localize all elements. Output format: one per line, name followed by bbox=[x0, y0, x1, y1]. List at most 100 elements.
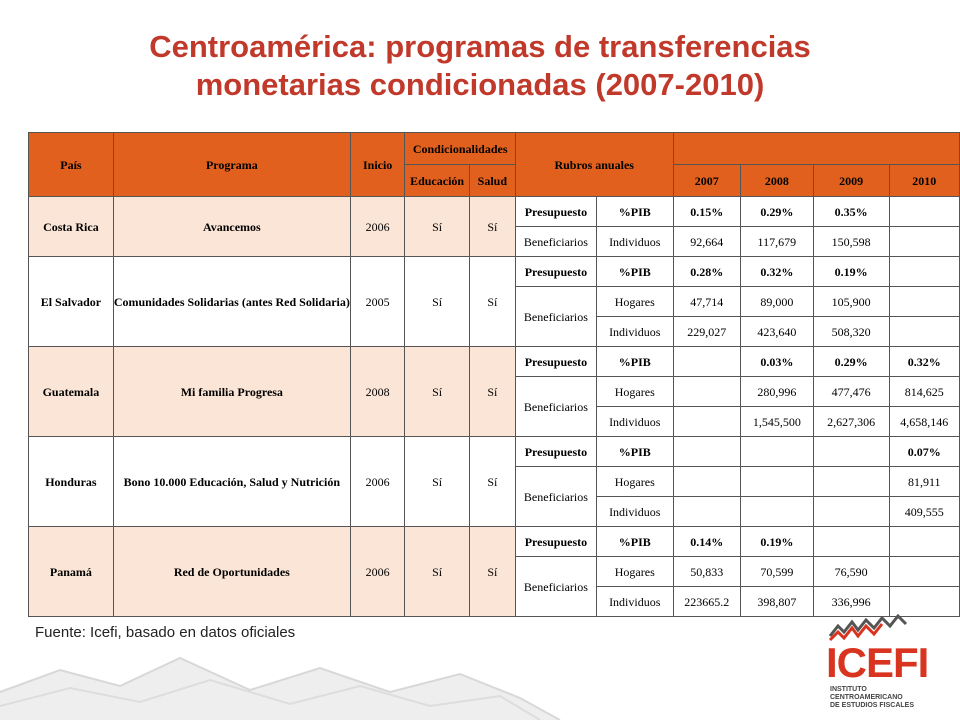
program-name: Bono 10.000 Educación, Salud y Nutrición bbox=[112, 436, 351, 527]
header-2010: 2010 bbox=[888, 164, 960, 197]
start-year: 2005 bbox=[349, 256, 406, 347]
beneficiaries-value: 50,833 bbox=[672, 556, 741, 587]
beneficiaries-unit: Hogares bbox=[595, 556, 674, 587]
source-note: Fuente: Icefi, basado en datos oficiales bbox=[35, 624, 296, 641]
beneficiaries-value: 150,598 bbox=[812, 226, 890, 257]
header-rubros: Rubros anuales bbox=[514, 132, 674, 197]
educacion-flag: Sí bbox=[404, 196, 470, 257]
table-row: Individuos 409,555 bbox=[29, 496, 960, 527]
beneficiaries-value: 47,714 bbox=[672, 286, 741, 317]
program-name: Red de Oportunidades bbox=[112, 526, 351, 617]
budget-value bbox=[739, 436, 814, 467]
header-2007: 2007 bbox=[672, 164, 741, 197]
country-name: Costa Rica bbox=[28, 196, 114, 257]
beneficiaries-value: 280,996 bbox=[739, 376, 814, 407]
budget-value: 0.03% bbox=[739, 346, 814, 377]
beneficiaries-value: 508,320 bbox=[812, 316, 890, 347]
salud-flag: Sí bbox=[468, 196, 516, 257]
educacion-flag: Sí bbox=[404, 436, 470, 527]
salud-flag: Sí bbox=[468, 436, 516, 527]
country-name: Honduras bbox=[28, 436, 114, 527]
program-name: Comunidades Solidarias (antes Red Solida… bbox=[112, 256, 351, 347]
beneficiaries-value: 1,545,500 bbox=[739, 406, 814, 437]
budget-label: Presupuesto bbox=[514, 196, 597, 227]
beneficiaries-value bbox=[888, 586, 960, 617]
header-row: País Programa Inicio Condicionalidades Rubro… bbox=[28, 132, 960, 197]
beneficiaries-unit: Individuos bbox=[595, 586, 674, 617]
beneficiaries-value: 92,664 bbox=[672, 226, 741, 257]
program-name: Mi familia Progresa bbox=[112, 346, 351, 437]
beneficiaries-value bbox=[888, 286, 960, 317]
beneficiaries-value: 223665.2 bbox=[672, 586, 741, 617]
start-year: 2006 bbox=[349, 196, 406, 257]
budget-value: 0.29% bbox=[812, 346, 890, 377]
table-row: Beneficiarios Hogares 50,833 70,599 76,590 bbox=[29, 556, 960, 617]
educacion-flag: Sí bbox=[404, 346, 470, 437]
beneficiaries-value bbox=[812, 496, 890, 527]
table-row: Beneficiarios Hogares 280,996 477,476 814,62… bbox=[29, 376, 960, 437]
start-year: 2006 bbox=[349, 436, 406, 527]
budget-value: 0.14% bbox=[672, 526, 741, 557]
header-years-group bbox=[672, 132, 960, 165]
beneficiaries-value: 409,555 bbox=[888, 496, 960, 527]
budget-value: 0.29% bbox=[739, 196, 814, 227]
beneficiaries-value: 76,590 bbox=[812, 556, 890, 587]
salud-flag: Sí bbox=[468, 346, 516, 437]
beneficiaries-value: 2,627,306 bbox=[812, 406, 890, 437]
beneficiaries-value: 423,640 bbox=[739, 316, 814, 347]
country-name: Panamá bbox=[28, 526, 114, 617]
start-year: 2008 bbox=[349, 346, 406, 437]
beneficiaries-value: 477,476 bbox=[812, 376, 890, 407]
table-body: País Programa Inicio Condicionalidades Rubro… bbox=[28, 132, 960, 617]
beneficiaries-label: Beneficiarios bbox=[514, 466, 597, 527]
beneficiaries-value bbox=[672, 466, 741, 497]
budget-unit: %PIB bbox=[595, 436, 674, 467]
header-programa: Programa bbox=[112, 132, 351, 197]
beneficiaries-value bbox=[888, 556, 960, 587]
title-line-1: Centroamérica: programas de transferenci… bbox=[149, 29, 811, 64]
table-row: Panamá Red de Oportunidades 2006 Sí Sí Presup… bbox=[28, 526, 960, 617]
beneficiaries-value: 336,996 bbox=[812, 586, 890, 617]
country-name: El Salvador bbox=[28, 256, 114, 347]
educacion-flag: Sí bbox=[404, 526, 470, 617]
header-2008: 2008 bbox=[739, 164, 814, 197]
country-name: Guatemala bbox=[28, 346, 114, 437]
budget-value bbox=[812, 436, 890, 467]
icefi-logo: ICEFI INSTITUTO CENTROAMERICANO DE ESTUD… bbox=[826, 612, 936, 712]
salud-flag: Sí bbox=[468, 526, 516, 617]
budget-unit: %PIB bbox=[595, 346, 674, 377]
budget-unit: %PIB bbox=[595, 526, 674, 557]
beneficiaries-label: Beneficiarios bbox=[514, 556, 597, 617]
beneficiaries-value bbox=[672, 376, 741, 407]
title-line-2: monetarias condicionadas (2007-2010) bbox=[195, 67, 765, 102]
budget-value: 0.15% bbox=[672, 196, 741, 227]
header-inicio: Inicio bbox=[349, 132, 406, 197]
budget-label: Presupuesto bbox=[514, 436, 597, 467]
beneficiaries-value: 81,911 bbox=[888, 466, 960, 497]
table-row: Guatemala Mi familia Progresa 2008 Sí Sí Pres… bbox=[28, 346, 960, 437]
start-year: 2006 bbox=[349, 526, 406, 617]
budget-value bbox=[672, 346, 741, 377]
beneficiaries-value bbox=[672, 406, 741, 437]
beneficiaries-unit: Hogares bbox=[595, 286, 674, 317]
beneficiaries-value: 229,027 bbox=[672, 316, 741, 347]
budget-value: 0.32% bbox=[739, 256, 814, 287]
beneficiaries-unit: Individuos bbox=[595, 496, 674, 527]
header-pais: País bbox=[28, 132, 114, 197]
beneficiaries-unit: Hogares bbox=[595, 376, 674, 407]
budget-value: 0.19% bbox=[812, 256, 890, 287]
header-row: Educación Salud 2007 2008 2009 2010 bbox=[29, 164, 960, 197]
beneficiaries-value bbox=[739, 466, 814, 497]
budget-value bbox=[812, 526, 890, 557]
logo-mountain-icon bbox=[828, 614, 908, 642]
header-salud: Salud bbox=[468, 164, 516, 197]
budget-value bbox=[672, 436, 741, 467]
beneficiaries-value: 105,900 bbox=[812, 286, 890, 317]
salud-flag: Sí bbox=[468, 256, 516, 347]
budget-label: Presupuesto bbox=[514, 256, 597, 287]
beneficiaries-value bbox=[888, 226, 960, 257]
beneficiaries-unit: Individuos bbox=[595, 316, 674, 347]
beneficiaries-value: 4,658,146 bbox=[888, 406, 960, 437]
budget-value: 0.32% bbox=[888, 346, 960, 377]
beneficiaries-label: Beneficiarios bbox=[514, 226, 597, 257]
